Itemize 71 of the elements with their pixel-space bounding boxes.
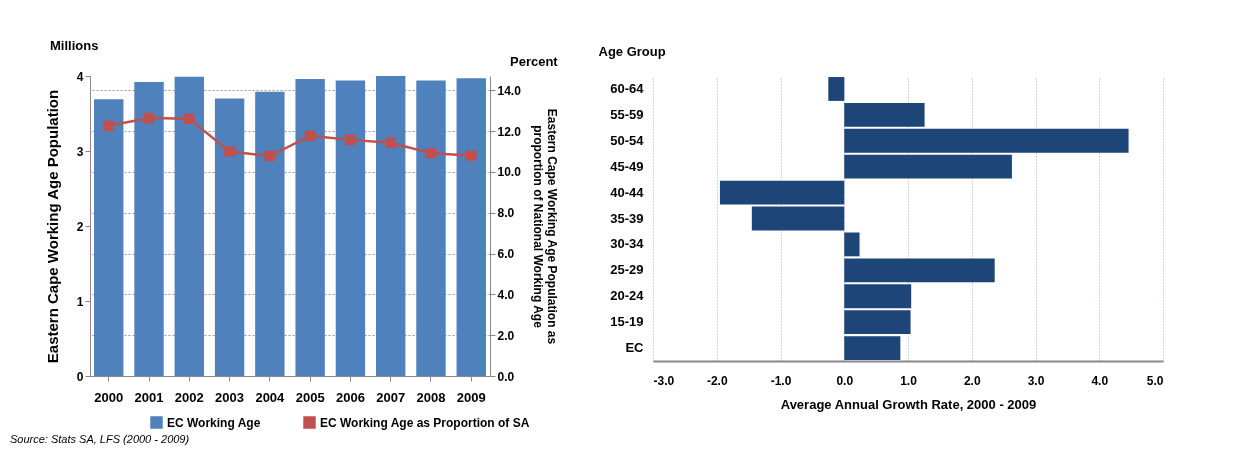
y2-tick-label: 6.0 — [497, 247, 515, 262]
y-tick-label: 25-29 — [610, 262, 644, 278]
bar — [94, 99, 124, 376]
y-tick-label: 3 — [76, 144, 84, 159]
y-tick-label: 15-19 — [610, 314, 644, 330]
y-tick-label: 0 — [76, 369, 84, 384]
bar — [335, 80, 366, 376]
bar — [134, 82, 164, 376]
point — [304, 130, 316, 142]
x-tick-label: 2003 — [215, 389, 245, 405]
point — [425, 147, 437, 159]
point — [385, 137, 396, 148]
y-tick-label: 50-54 — [610, 132, 645, 148]
x-tick-label: 2001 — [134, 389, 164, 405]
legend-label: EC Working Age — [167, 415, 261, 430]
x-tick-label: 2009 — [456, 389, 486, 405]
point — [103, 120, 114, 132]
x-tick-label: -1.0 — [770, 373, 792, 388]
text: Percent — [510, 54, 559, 69]
point — [184, 113, 195, 125]
bar — [214, 98, 245, 376]
point — [264, 150, 276, 162]
bar — [456, 78, 486, 376]
x-axis-title: Average Annual Growth Rate, 2000 - 2009 — [780, 396, 1037, 412]
x-tick-label: 4.0 — [1091, 373, 1109, 388]
y2-tick-label: 14.0 — [497, 83, 522, 98]
x-tick-label: 2005 — [295, 389, 325, 405]
bar — [376, 76, 406, 376]
y-tick-label: 20-24 — [610, 288, 645, 304]
bar — [416, 80, 446, 376]
y2-tick-label: 8.0 — [497, 206, 515, 221]
y2-tick-label: 2.0 — [497, 328, 515, 343]
y-tick-label: 1 — [76, 294, 84, 309]
x-tick-label: 2007 — [376, 389, 406, 405]
legend-label: EC Working Age as Proportion of SA — [320, 415, 530, 430]
y2-tick-label: 4.0 — [497, 287, 515, 302]
x-tick-label: 2008 — [416, 389, 446, 405]
y2-axis-title: Eastern Cape Working Age Population as proportion of National Working Age — [530, 108, 559, 345]
x-tick-label: 2002 — [174, 389, 204, 405]
bar — [295, 79, 325, 376]
y-tick-label: 4 — [76, 69, 84, 84]
point — [143, 112, 155, 124]
y-tick-label: 30-34 — [610, 236, 645, 252]
y-axis-title: Eastern Cape Working Age Population — [43, 89, 61, 364]
bar — [174, 76, 204, 376]
y-tick-label: 45-49 — [610, 158, 644, 174]
text: Millions — [50, 38, 99, 53]
x-tick-label: 2.0 — [963, 373, 981, 388]
y-tick-label: 40-44 — [610, 184, 645, 200]
y-axis-title: Age Group — [598, 43, 666, 59]
y2-tick-label: 10.0 — [497, 165, 522, 180]
point — [466, 150, 477, 161]
y-tick-label: 55-59 — [610, 106, 644, 122]
x-tick-label: 5.0 — [1146, 373, 1164, 388]
y2-tick-label: 12.0 — [497, 124, 522, 139]
point — [224, 146, 235, 157]
y-tick-label: 35-39 — [610, 210, 644, 226]
x-tick-label: 2004 — [255, 389, 286, 405]
x-tick-label: 3.0 — [1027, 373, 1045, 388]
x-tick-label: 1.0 — [900, 373, 918, 388]
y-tick-label: EC — [625, 340, 645, 356]
x-tick-label: -2.0 — [706, 373, 728, 388]
y-tick-label: 60-64 — [610, 80, 645, 96]
x-tick-label: 2006 — [335, 389, 365, 405]
x-tick-label: -3.0 — [653, 373, 675, 388]
bar — [255, 91, 285, 376]
x-tick-label: 0.0 — [836, 373, 854, 388]
source-note: Source: Stats SA, LFS (2000 - 2009) — [10, 433, 190, 445]
point — [345, 134, 356, 146]
x-tick-label: 2000 — [94, 389, 124, 405]
y-tick-label: 2 — [76, 219, 84, 234]
